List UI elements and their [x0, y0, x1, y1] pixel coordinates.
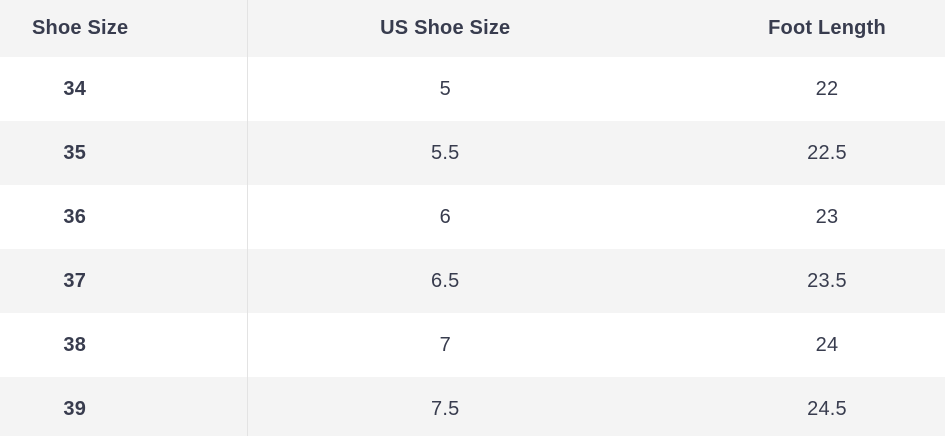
- shoe-size-cell: 34: [63, 77, 87, 100]
- shoe-size-cell: 35: [63, 141, 87, 164]
- us-shoe-size-cell: 5.5: [246, 121, 643, 185]
- shoe-size-cell: 36: [63, 205, 87, 228]
- shoe-size-cell: 38: [63, 333, 87, 356]
- header-us-shoe-size: US Shoe Size: [246, 0, 643, 57]
- header-shoe-size: Shoe Size: [32, 17, 129, 39]
- table-row: 39 7.5 24.5: [0, 377, 945, 436]
- foot-length-cell: 24.5: [807, 397, 847, 420]
- shoe-size-cell: 39: [63, 397, 87, 420]
- us-shoe-size-cell: 7.5: [246, 377, 643, 436]
- us-shoe-size-cell: 7: [246, 313, 643, 377]
- table-row: 35 5.5 22.5: [0, 121, 945, 185]
- header-foot-length: Foot Length: [768, 17, 886, 39]
- shoe-size-cell: 37: [63, 269, 87, 292]
- table-row: 37 6.5 23.5: [0, 249, 945, 313]
- table-row: 34 5 22: [0, 57, 945, 121]
- table-row: 38 7 24: [0, 313, 945, 377]
- table-header-row: Shoe Size US Shoe Size Foot Length: [0, 0, 945, 57]
- us-shoe-size-cell: 5: [246, 57, 643, 121]
- us-shoe-size-cell: 6.5: [246, 249, 643, 313]
- table-body: 34 5 22 35 5.5 22.5 36 6 23 37 6.5 23.5 38 7 24 39 7.5 24…: [0, 57, 945, 436]
- foot-length-cell: 22.5: [807, 141, 847, 164]
- foot-length-cell: 23: [815, 205, 839, 228]
- foot-length-cell: 22: [815, 77, 839, 100]
- table-row: 36 6 23: [0, 185, 945, 249]
- foot-length-cell: 23.5: [807, 269, 847, 292]
- foot-length-cell: 24: [815, 333, 839, 356]
- us-shoe-size-cell: 6: [246, 185, 643, 249]
